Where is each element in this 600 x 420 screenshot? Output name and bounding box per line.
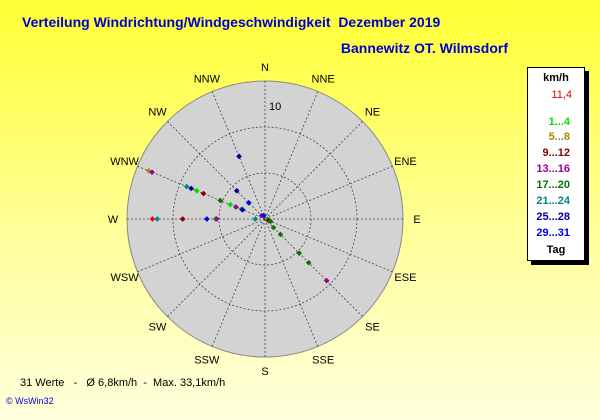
legend-class-4: 13...16 <box>536 163 570 175</box>
direction-label-wsw: WSW <box>111 272 140 284</box>
legend-max-value: 11,4 <box>551 89 572 101</box>
direction-label-nw: NW <box>148 107 167 119</box>
data-point-31 <box>323 277 330 284</box>
data-point-15 <box>227 201 234 208</box>
data-point-3 <box>179 216 186 222</box>
direction-label-nnw: NNW <box>194 74 221 86</box>
data-point-10 <box>183 183 190 190</box>
data-point-19 <box>233 187 240 194</box>
spoke-nw <box>167 121 266 220</box>
data-point-29 <box>296 250 303 257</box>
data-point-2 <box>154 216 161 222</box>
direction-label-wnw: WNW <box>110 156 139 168</box>
data-point-28 <box>277 231 284 238</box>
data-point-16 <box>233 204 239 210</box>
legend-tag: Tag <box>546 244 566 256</box>
spoke-nne <box>264 91 319 220</box>
data-point-21 <box>236 153 242 160</box>
speed-legend: km/h 11,4 1...4 5...8 9...12 13...16 17.… <box>527 67 585 261</box>
data-point-18 <box>239 206 246 213</box>
data-point-20 <box>245 199 252 206</box>
legend-class-5: 17...20 <box>536 179 570 191</box>
spoke-sw <box>167 218 266 317</box>
chart-title: Verteilung Windrichtung/Windgeschwindigk… <box>22 14 441 30</box>
spoke-wnw <box>137 165 266 220</box>
legend-class-1: 1...4 <box>548 116 570 128</box>
data-point-27 <box>270 224 277 231</box>
spoke-ssw <box>211 218 266 347</box>
data-point-26 <box>267 218 274 225</box>
data-point-12 <box>193 187 200 194</box>
data-point-30 <box>305 259 312 266</box>
data-point-6 <box>213 216 220 222</box>
direction-label-ne: NE <box>365 107 380 119</box>
chart-subtitle: Bannewitz OT. Wilmsdorf <box>340 40 508 56</box>
legend-class-6: 21...24 <box>536 195 570 207</box>
data-point-23 <box>260 212 267 219</box>
spoke-ene <box>264 165 393 220</box>
direction-label-ese: ESE <box>394 272 416 284</box>
direction-label-e: E <box>413 214 420 226</box>
spoke-ne <box>264 121 363 220</box>
direction-label-se: SE <box>365 321 380 333</box>
direction-label-w: W <box>108 214 119 226</box>
stats-footer: 31 Werte - Ø 6,8km/h - Max. 33,1km/h <box>20 377 226 389</box>
data-point-4 <box>204 216 210 222</box>
direction-label-s: S <box>261 366 268 378</box>
direction-label-ene: ENE <box>394 156 417 168</box>
data-point-13 <box>200 190 207 197</box>
data-point-1 <box>149 216 156 222</box>
spoke-ese <box>264 218 393 273</box>
legend-class-8: 29...31 <box>536 227 570 239</box>
software-credit: © WsWin32 <box>6 396 54 406</box>
direction-label-ssw: SSW <box>194 354 220 366</box>
legend-class-7: 25...28 <box>536 211 570 223</box>
spoke-wsw <box>137 218 266 273</box>
direction-label-n: N <box>261 62 269 74</box>
legend-header: km/h <box>543 72 569 84</box>
spoke-se <box>264 218 363 317</box>
data-point-11 <box>188 185 195 192</box>
legend-class-2: 5...8 <box>548 131 570 143</box>
data-point-9 <box>149 169 155 176</box>
legend-class-3: 9...12 <box>542 147 570 159</box>
direction-label-sw: SW <box>149 321 167 333</box>
radial-tick-label: 10 <box>269 101 281 113</box>
data-point-14 <box>217 197 224 204</box>
direction-label-sse: SSE <box>312 354 334 366</box>
spoke-sse <box>264 218 319 347</box>
direction-label-nne: NNE <box>312 74 335 86</box>
data-point-7 <box>252 216 259 222</box>
